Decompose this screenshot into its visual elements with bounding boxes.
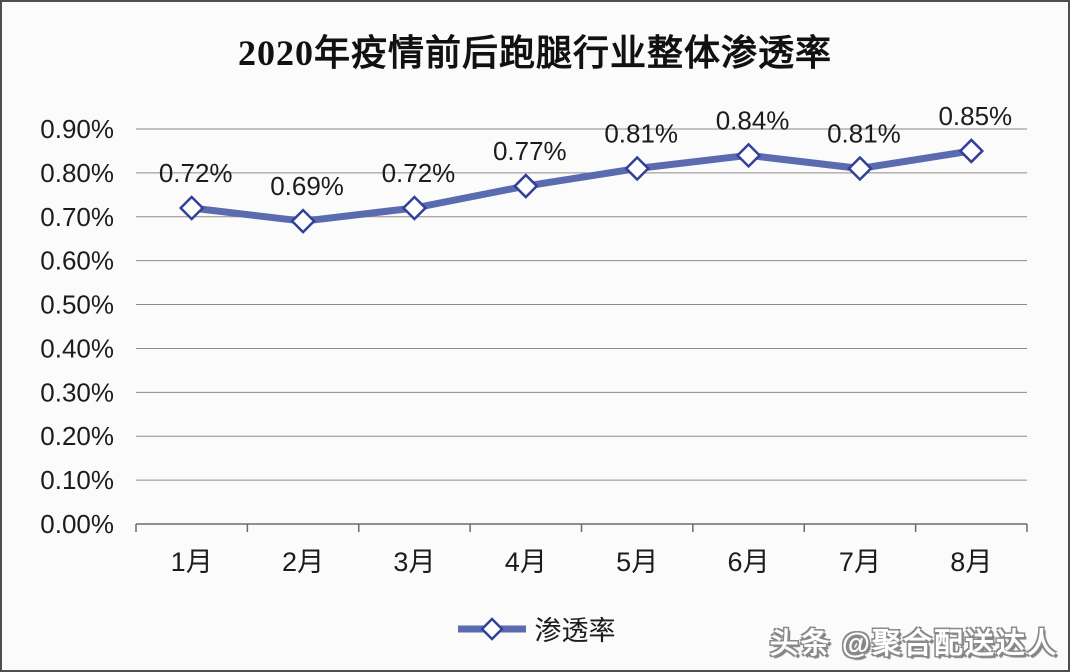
data-point-marker — [178, 195, 205, 221]
data-point-label: 0.72% — [382, 158, 456, 188]
x-tick-label: 6月 — [728, 547, 770, 577]
x-tick-label: 3月 — [393, 547, 435, 577]
x-tick-label: 5月 — [616, 547, 658, 577]
data-point-marker — [847, 155, 873, 182]
watermark-text: 头条 @聚合配送达人 — [769, 628, 1058, 660]
data-point-label: 0.81% — [604, 119, 678, 149]
y-tick-label: 0.60% — [40, 246, 114, 276]
data-point-label: 0.81% — [827, 119, 901, 149]
y-tick-label: 0.50% — [40, 290, 114, 320]
y-tick-label: 0.90% — [40, 114, 114, 144]
data-point-label: 0.77% — [493, 136, 567, 166]
x-tick-label: 4月 — [505, 547, 547, 577]
legend-label: 渗透率 — [534, 616, 616, 646]
data-point-label: 0.69% — [270, 171, 344, 201]
data-point-label: 0.85% — [938, 101, 1012, 131]
x-tick-label: 2月 — [282, 547, 324, 577]
data-point-label: 0.84% — [716, 105, 790, 135]
y-tick-label: 0.20% — [40, 421, 114, 451]
y-tick-label: 0.40% — [40, 333, 114, 363]
x-tick-label: 1月 — [171, 547, 213, 577]
x-tick-label: 7月 — [839, 547, 881, 577]
data-point-marker — [401, 195, 428, 221]
series-line — [188, 147, 975, 225]
y-tick-label: 0.70% — [40, 202, 114, 232]
data-point-marker — [290, 208, 316, 234]
y-tick-label: 0.00% — [40, 509, 114, 539]
y-tick-label: 0.30% — [40, 377, 114, 407]
data-point-marker — [735, 142, 762, 169]
legend: 渗透率 — [2, 609, 1068, 648]
chart-title: 2020年疫情前后跑腿行业整体渗透率 — [237, 33, 832, 73]
data-point-marker — [958, 138, 985, 164]
data-point-label: 0.72% — [159, 158, 233, 188]
legend-series-marker-icon — [457, 616, 526, 641]
data-point-marker — [624, 155, 650, 182]
y-tick-label: 0.10% — [40, 465, 114, 495]
y-tick-label: 0.80% — [40, 158, 114, 188]
x-tick-label: 8月 — [950, 547, 992, 577]
data-point-marker — [513, 173, 539, 199]
